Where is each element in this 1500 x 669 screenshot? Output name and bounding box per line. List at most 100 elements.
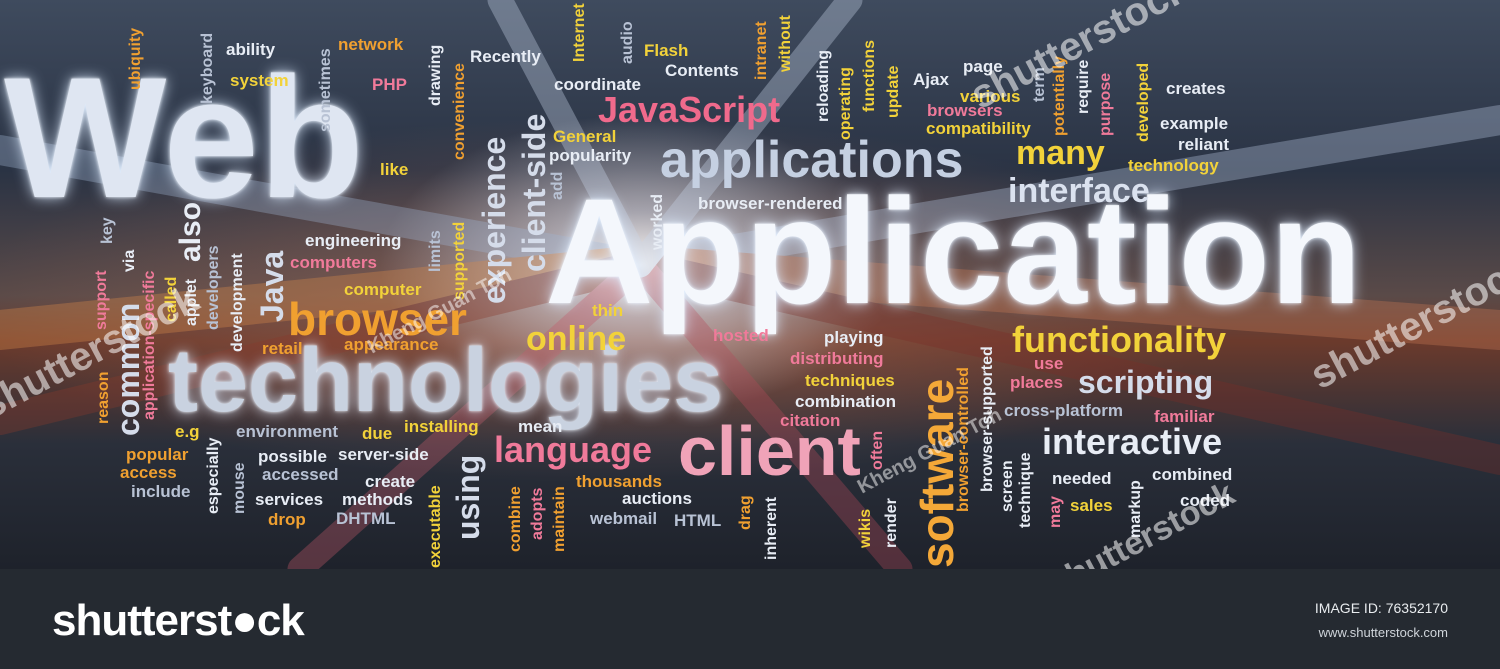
- word-reliant: reliant: [1178, 135, 1230, 154]
- word-citation: citation: [780, 411, 841, 430]
- word-software: software: [911, 378, 963, 568]
- word-functionality: functionality: [1012, 319, 1226, 360]
- word-html: HTML: [674, 511, 722, 530]
- site-url[interactable]: www.shutterstock.com: [1318, 625, 1448, 640]
- word-without: without: [777, 15, 794, 72]
- word-cross-platform: cross-platform: [1004, 401, 1124, 420]
- word-browsers: browsers: [927, 101, 1003, 120]
- word-services: services: [255, 490, 324, 509]
- word-page: page: [963, 57, 1003, 76]
- word-combination: combination: [795, 392, 897, 411]
- word-drawing: drawing: [427, 44, 444, 106]
- word-javascript: JavaScript: [598, 89, 781, 130]
- light-burst-rays: [0, 0, 1500, 569]
- word-retail: retail: [262, 339, 303, 358]
- word-appearance: appearance: [344, 335, 439, 354]
- word-creates: creates: [1166, 79, 1226, 98]
- word-reloading: reloading: [815, 49, 832, 122]
- word-possible: possible: [258, 447, 327, 466]
- word-java: Java: [254, 250, 290, 322]
- word-add: add: [549, 171, 566, 200]
- word-applications: applications: [660, 131, 964, 189]
- word-development: development: [229, 253, 246, 352]
- word-due: due: [362, 424, 393, 443]
- word-dhtml: DHTML: [336, 509, 396, 528]
- word-server-side: server-side: [338, 445, 429, 464]
- word-language: language: [494, 429, 653, 470]
- word-intranet: intranet: [753, 21, 770, 80]
- word-client: client: [678, 412, 861, 490]
- word-playing: playing: [824, 328, 884, 347]
- word-screen: screen: [999, 460, 1016, 512]
- word-worked: worked: [649, 193, 666, 250]
- word-thin: thin: [592, 301, 624, 320]
- footer-bar: [0, 569, 1500, 669]
- word-ajax: Ajax: [913, 70, 949, 89]
- shutterstock-logo[interactable]: shutterst●ck: [52, 596, 305, 645]
- word-technology: technology: [1128, 156, 1219, 175]
- word-also: also: [174, 201, 207, 262]
- word-using: using: [450, 454, 486, 540]
- word-online: online: [526, 320, 627, 358]
- word-php: PHP: [372, 75, 407, 94]
- word-ubiquity: ubiquity: [127, 27, 144, 90]
- word-popularity: popularity: [549, 146, 632, 165]
- word-technologies: technologies: [168, 331, 724, 431]
- word-environment: environment: [236, 422, 339, 441]
- word-thousands: thousands: [576, 472, 662, 491]
- word-especially: especially: [205, 437, 222, 515]
- word-limits: limits: [427, 230, 444, 272]
- word-coded: coded: [1180, 491, 1231, 510]
- word-network: network: [338, 35, 404, 54]
- word-contents: Contents: [665, 61, 739, 80]
- image-id: IMAGE ID: 76352170: [1314, 600, 1448, 616]
- word-reason: reason: [95, 371, 112, 424]
- word-familiar: familiar: [1154, 407, 1215, 426]
- word-sometimes: sometimes: [317, 48, 334, 132]
- word-wikis: wikis: [857, 508, 874, 548]
- word-general: General: [553, 127, 617, 146]
- word-scripting: scripting: [1078, 364, 1214, 400]
- word-use: use: [1034, 354, 1064, 373]
- word-inherent: inherent: [763, 496, 780, 560]
- word-application: Application: [545, 167, 1362, 335]
- word-functions: functions: [861, 40, 878, 112]
- word-various: various: [960, 87, 1021, 106]
- word-developed: developed: [1135, 62, 1152, 142]
- word-engineering: engineering: [305, 231, 402, 250]
- word-technique: technique: [1017, 452, 1034, 528]
- word-render: render: [883, 498, 900, 548]
- word-accessed: accessed: [262, 465, 339, 484]
- word-flash: Flash: [644, 41, 689, 60]
- word-sales: sales: [1070, 496, 1113, 515]
- word-computers: computers: [290, 253, 377, 272]
- word-may: may: [1047, 495, 1064, 528]
- word-many: many: [1016, 134, 1105, 172]
- word-convenience: convenience: [451, 63, 468, 160]
- word-purpose: purpose: [1097, 72, 1114, 136]
- word-update: update: [885, 65, 902, 118]
- word-mean: mean: [518, 417, 563, 436]
- word-compatibility: compatibility: [926, 119, 1031, 138]
- word-keyboard: keyboard: [199, 32, 216, 104]
- word-hosted: hosted: [713, 326, 769, 345]
- word-auctions: auctions: [622, 489, 692, 508]
- word-combined: combined: [1152, 465, 1233, 484]
- word-internet: Internet: [571, 3, 588, 62]
- word-methods: methods: [342, 490, 413, 509]
- word-places: places: [1010, 373, 1063, 392]
- word-browser-rendered: browser-rendered: [698, 194, 843, 213]
- word-mouse: mouse: [231, 462, 248, 514]
- word-techniques: techniques: [805, 371, 895, 390]
- word-computer: computer: [344, 280, 422, 299]
- word-distributing: distributing: [790, 349, 884, 368]
- word-ability: ability: [226, 40, 276, 59]
- word-adopts: adopts: [529, 487, 546, 540]
- word-system: system: [230, 71, 289, 90]
- word-coordinate: coordinate: [554, 75, 641, 94]
- word-include: include: [131, 482, 191, 501]
- word-key: key: [99, 217, 116, 244]
- word-interactive: interactive: [1042, 421, 1223, 462]
- word-create: create: [365, 472, 416, 491]
- word-executable: executable: [427, 485, 444, 568]
